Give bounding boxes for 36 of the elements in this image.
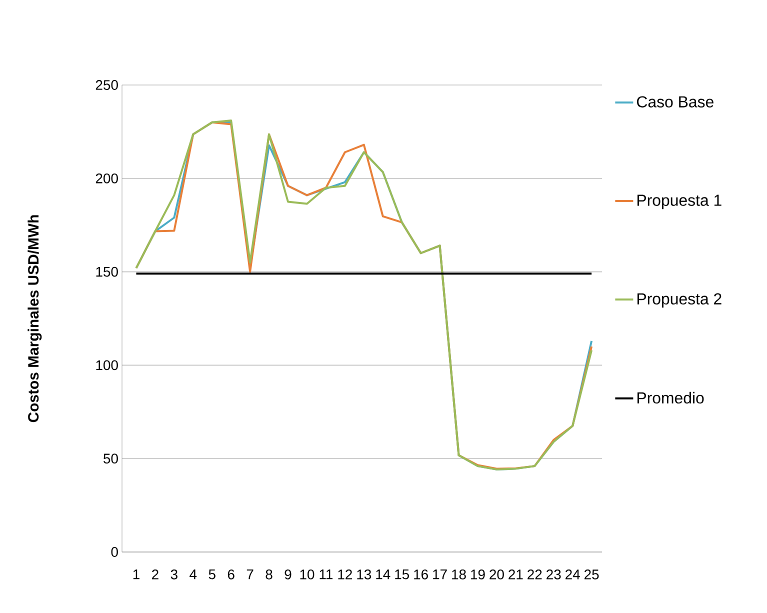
y-tick-label: 50 bbox=[104, 454, 118, 464]
x-tick-label: 15 bbox=[395, 570, 410, 580]
x-tick-label: 10 bbox=[300, 570, 314, 580]
y-tick-label: 0 bbox=[111, 547, 118, 557]
x-tick-label: 18 bbox=[452, 570, 466, 580]
y-tick-label: 250 bbox=[96, 80, 118, 90]
x-tick-label: 12 bbox=[338, 570, 352, 580]
x-tick-label: 24 bbox=[566, 570, 580, 580]
legend-label: Promedio bbox=[638, 392, 704, 404]
x-tick-label: 8 bbox=[266, 570, 272, 580]
legend-label: Propuesta 1 bbox=[638, 194, 722, 210]
x-tick-label: 11 bbox=[320, 570, 333, 580]
x-tick-label: 21 bbox=[508, 570, 523, 580]
x-tick-label: 14 bbox=[376, 570, 390, 580]
y-tick-label: 150 bbox=[96, 266, 118, 277]
x-tick-label: 6 bbox=[228, 570, 234, 580]
x-tick-label: 20 bbox=[490, 570, 504, 580]
legend-label: Caso Base bbox=[637, 96, 714, 108]
x-tick-label: 13 bbox=[357, 570, 372, 580]
x-tick-label: 25 bbox=[584, 570, 599, 580]
y-tick-label: 100 bbox=[96, 360, 118, 370]
x-tick-label: 1 bbox=[133, 570, 140, 580]
x-tick-label: 5 bbox=[208, 570, 216, 580]
x-tick-label: 17 bbox=[433, 570, 447, 580]
x-tick-label: 4 bbox=[190, 570, 197, 580]
x-tick-label: 23 bbox=[546, 570, 561, 580]
x-tick-label: 16 bbox=[414, 570, 428, 580]
x-tick-label: 22 bbox=[528, 570, 542, 580]
x-tick-label: 19 bbox=[471, 570, 485, 580]
x-tick-label: 9 bbox=[284, 570, 292, 580]
x-tick-label: 2 bbox=[152, 570, 158, 580]
legend-label: Propuesta 2 bbox=[638, 293, 722, 308]
x-tick-label: 3 bbox=[170, 570, 178, 580]
x-tick-label: 7 bbox=[246, 570, 254, 580]
y-tick-label: 200 bbox=[96, 173, 118, 184]
y-axis-title: Costos Marginales USD/MWh bbox=[28, 215, 42, 422]
